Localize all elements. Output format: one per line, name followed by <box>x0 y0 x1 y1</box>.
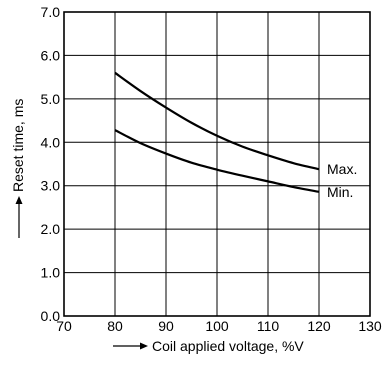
y-tick-label: 7.0 <box>41 4 61 20</box>
y-axis-arrow-head <box>15 196 23 204</box>
x-tick-label: 130 <box>358 318 382 334</box>
chart-frame <box>63 11 371 317</box>
x-tick-label: 120 <box>307 318 331 334</box>
y-tick-label: 2.0 <box>41 221 61 237</box>
y-tick-label: 0.0 <box>41 308 61 324</box>
x-axis-label-group: Coil applied voltage, %V <box>113 338 304 354</box>
series-label-min: Min. <box>327 184 353 200</box>
plot-frame <box>63 11 371 317</box>
y-tick-label: 5.0 <box>41 91 61 107</box>
y-tick-label: 1.0 <box>41 265 61 281</box>
series-line-max <box>114 71 320 171</box>
series-label-max: Max. <box>327 161 357 177</box>
x-tick-label: 110 <box>257 318 280 334</box>
x-axis-arrow-head <box>140 342 148 350</box>
chart-ticks: 70 80 90 100 110 120 130 0.0 1.0 2.0 3.0 4.0 5.0 6.0 7… <box>41 4 382 334</box>
chart-series-layer: Max. Min. <box>114 71 357 200</box>
x-tick-label: 80 <box>107 318 123 334</box>
y-tick-label: 4.0 <box>41 134 61 150</box>
x-tick-label: 100 <box>205 318 229 334</box>
series-line-min <box>114 129 320 193</box>
y-axis-label: Reset time, ms <box>10 99 26 192</box>
x-axis-label: Coil applied voltage, %V <box>152 338 304 354</box>
y-axis-label-group: Reset time, ms <box>10 99 26 238</box>
x-tick-label: 90 <box>158 318 174 334</box>
y-tick-label: 3.0 <box>41 178 61 194</box>
x-tick-label: 70 <box>56 318 72 334</box>
y-tick-label: 6.0 <box>41 47 61 63</box>
chart-grid <box>64 12 370 316</box>
